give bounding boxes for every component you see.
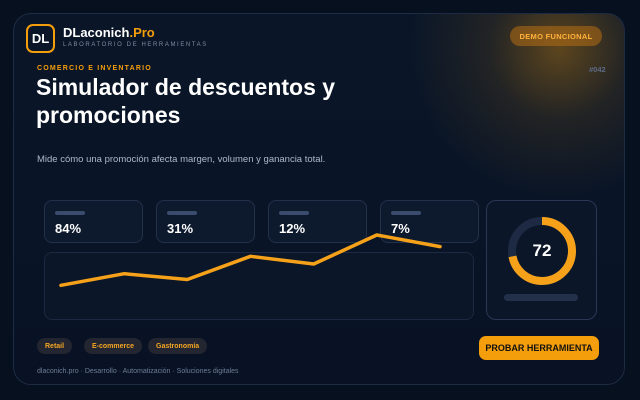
brand-name-suffix: .Pro: [129, 25, 155, 40]
stat-card-1: 84%: [44, 200, 143, 243]
score-panel: 72: [486, 200, 597, 320]
stat-value: 12%: [279, 221, 306, 236]
stat-value: 7%: [391, 221, 410, 236]
score-ring-progress: [508, 217, 576, 285]
stat-value: 31%: [167, 221, 194, 236]
tag-ecommerce[interactable]: E-commerce: [84, 338, 143, 354]
try-tool-button[interactable]: PROBAR HERRAMIENTA: [479, 336, 599, 360]
stat-value: 84%: [55, 221, 82, 236]
tool-card: DL DLaconich.Pro LABORATORIO DE HERRAMIE…: [13, 13, 625, 385]
tag-retail[interactable]: Retail: [37, 338, 73, 354]
stat-card-4: 7%: [380, 200, 479, 243]
score-value: 72: [532, 241, 552, 260]
score-ring: [508, 217, 576, 285]
stat-label-placeholder: [391, 211, 421, 215]
brand-name: DLaconich.Pro: [63, 25, 155, 40]
brand-logo[interactable]: DL: [26, 24, 55, 53]
tag-gastronomia[interactable]: Gastronomía: [148, 338, 208, 354]
brand-tagline: LABORATORIO DE HERRAMIENTAS: [63, 42, 208, 48]
stat-label-placeholder: [55, 211, 85, 215]
tool-code: #042: [589, 65, 606, 74]
score-label-placeholder: [504, 294, 578, 301]
stat-label-placeholder: [279, 211, 309, 215]
demo-badge: DEMO FUNCIONAL: [510, 26, 602, 46]
stat-label-placeholder: [167, 211, 197, 215]
page-title: Simulador de descuentos y promociones: [36, 74, 336, 128]
footer-text: dlaconich.pro · Desarrollo · Automatizac…: [37, 368, 239, 375]
stat-card-3: 12%: [268, 200, 367, 243]
trend-chart-panel: [44, 252, 474, 320]
brand-initials: DL: [31, 31, 50, 46]
brand-name-main: DLaconich: [63, 25, 130, 40]
page-subtitle: Mide cómo una promoción afecta margen, v…: [37, 154, 326, 165]
category-label: COMERCIO E INVENTARIO: [37, 65, 152, 72]
stat-card-2: 31%: [156, 200, 255, 243]
